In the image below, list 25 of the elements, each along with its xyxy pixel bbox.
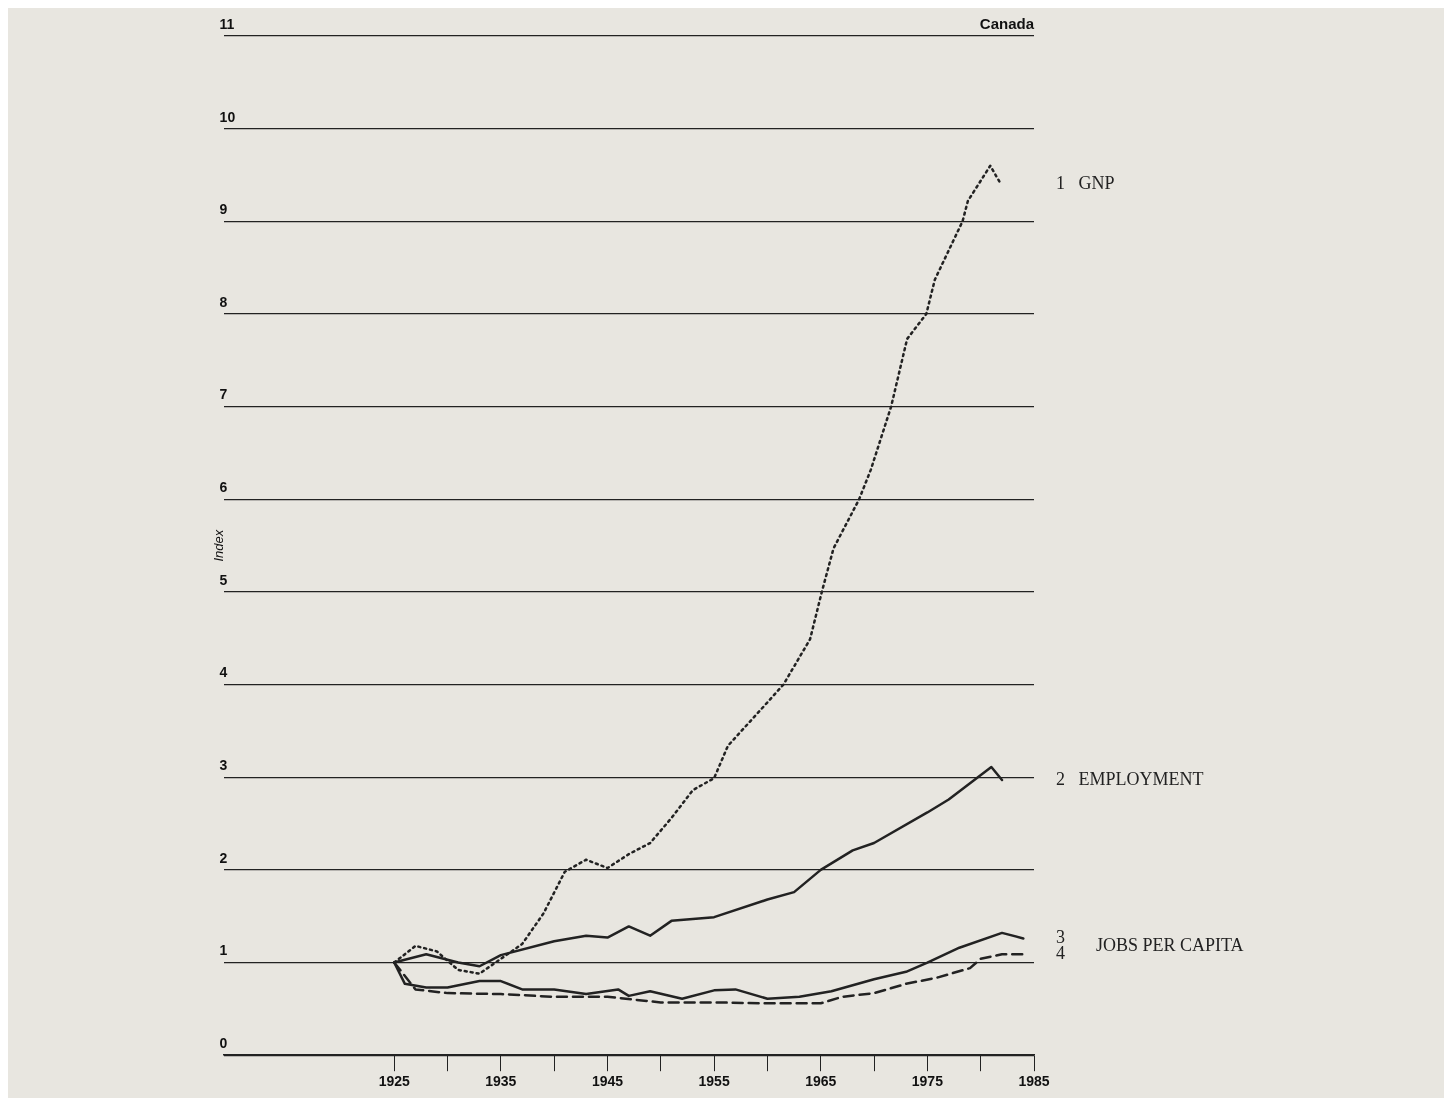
y-tick-label: 3 bbox=[219, 757, 228, 774]
text: JOBS PER CAPITA bbox=[1096, 935, 1244, 956]
x-tick-label: 1975 bbox=[911, 1073, 944, 1090]
x-tick-label: 1965 bbox=[805, 1073, 837, 1090]
y-tick-label: 6 bbox=[219, 479, 228, 496]
y-tick-label: 7 bbox=[219, 386, 228, 403]
y-tick-label: 9 bbox=[219, 201, 228, 218]
x-tick-label: 1925 bbox=[378, 1073, 410, 1090]
y-tick-label: 1 bbox=[219, 942, 228, 959]
x-tick-label: 1955 bbox=[698, 1073, 730, 1090]
y-tick-label: 8 bbox=[219, 293, 228, 310]
y-tick-label: 10 bbox=[219, 108, 236, 125]
y-tick-label: 4 bbox=[219, 664, 228, 681]
text: 1 GNP bbox=[1056, 172, 1115, 193]
y-tick-label: 11 bbox=[219, 15, 235, 32]
y-tick-label: 0 bbox=[219, 1035, 228, 1052]
y-tick-label: 2 bbox=[219, 849, 228, 866]
series-label: 4 bbox=[1056, 942, 1065, 963]
chart-title: Canada bbox=[979, 15, 1035, 33]
x-tick-label: 1935 bbox=[485, 1073, 517, 1090]
text: 2 EMPLOYMENT bbox=[1056, 768, 1204, 789]
x-tick-label: 1945 bbox=[591, 1073, 624, 1090]
x-tick-label: 1985 bbox=[1018, 1073, 1050, 1090]
y-tick-label: 5 bbox=[219, 571, 228, 588]
y-axis-title: Index bbox=[211, 529, 227, 562]
